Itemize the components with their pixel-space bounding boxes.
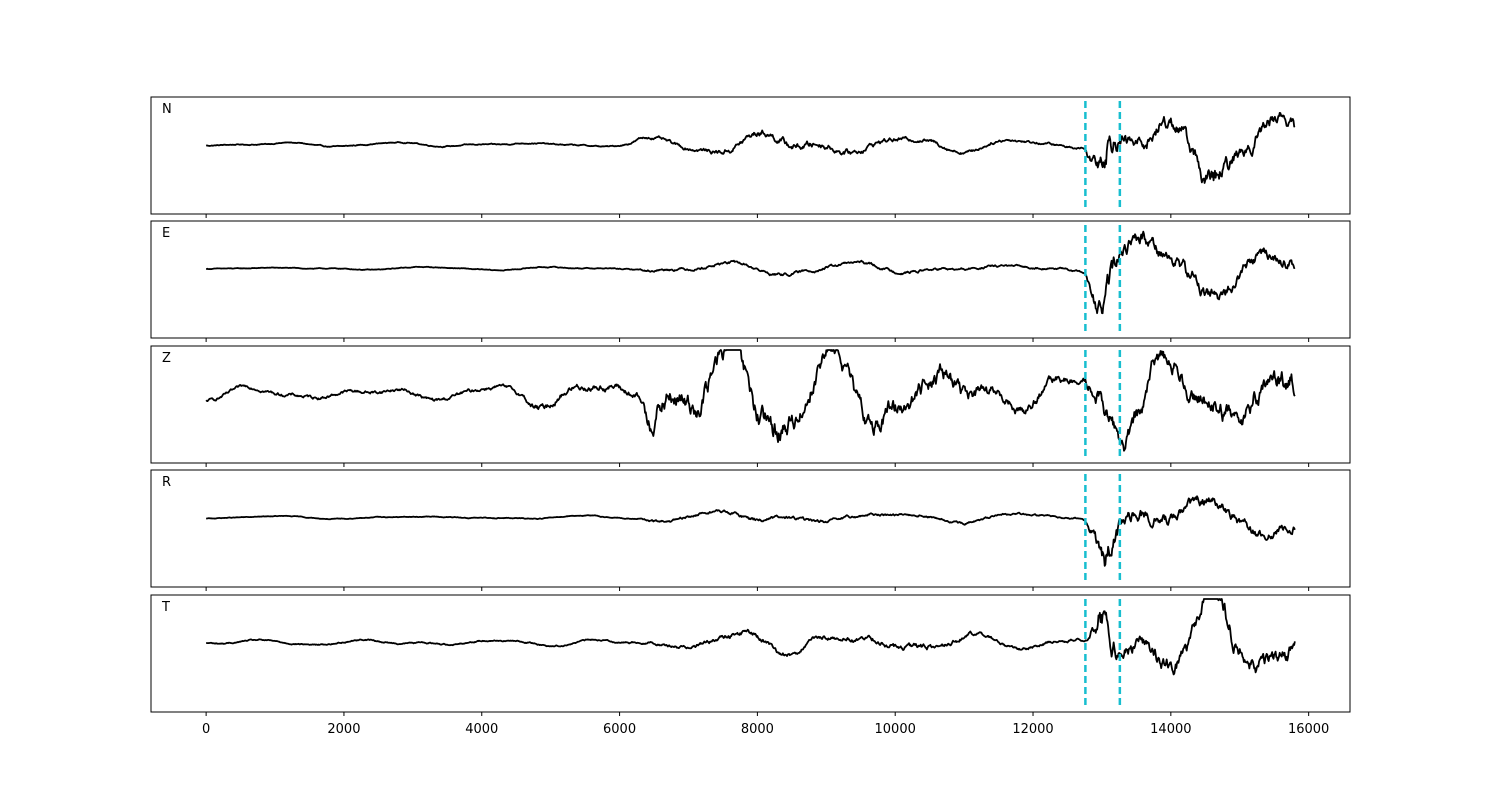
panel-label-n: N	[162, 102, 172, 117]
panel-e: E	[150, 220, 1351, 342]
panel-n: N	[150, 96, 1351, 218]
panel-label-r: R	[162, 475, 171, 490]
panel-frame	[150, 220, 1351, 339]
panel-r: R	[150, 469, 1351, 591]
waveform-z	[205, 349, 1296, 452]
panel-frame	[150, 345, 1351, 464]
waveform-n	[205, 111, 1296, 184]
x-tick-label: 0	[202, 722, 210, 737]
x-tick-label: 10000	[875, 722, 916, 737]
x-tick-label: 6000	[603, 722, 636, 737]
x-tick-label: 14000	[1150, 722, 1191, 737]
waveform-r	[205, 495, 1296, 567]
x-tick-label: 2000	[327, 722, 360, 737]
panel-frame	[150, 469, 1351, 588]
panel-z: Z	[150, 345, 1351, 467]
waveform-e	[205, 230, 1296, 315]
panel-label-z: Z	[162, 351, 171, 366]
panel-t: T	[150, 594, 1351, 716]
x-tick-label: 8000	[741, 722, 774, 737]
panel-label-t: T	[161, 600, 170, 615]
waveform-t	[205, 598, 1296, 676]
x-tick-label: 12000	[1012, 722, 1053, 737]
panel-frame	[150, 594, 1351, 713]
x-tick-label: 16000	[1288, 722, 1329, 737]
panel-label-e: E	[162, 226, 170, 241]
panel-frame	[150, 96, 1351, 215]
x-tick-label: 4000	[465, 722, 498, 737]
